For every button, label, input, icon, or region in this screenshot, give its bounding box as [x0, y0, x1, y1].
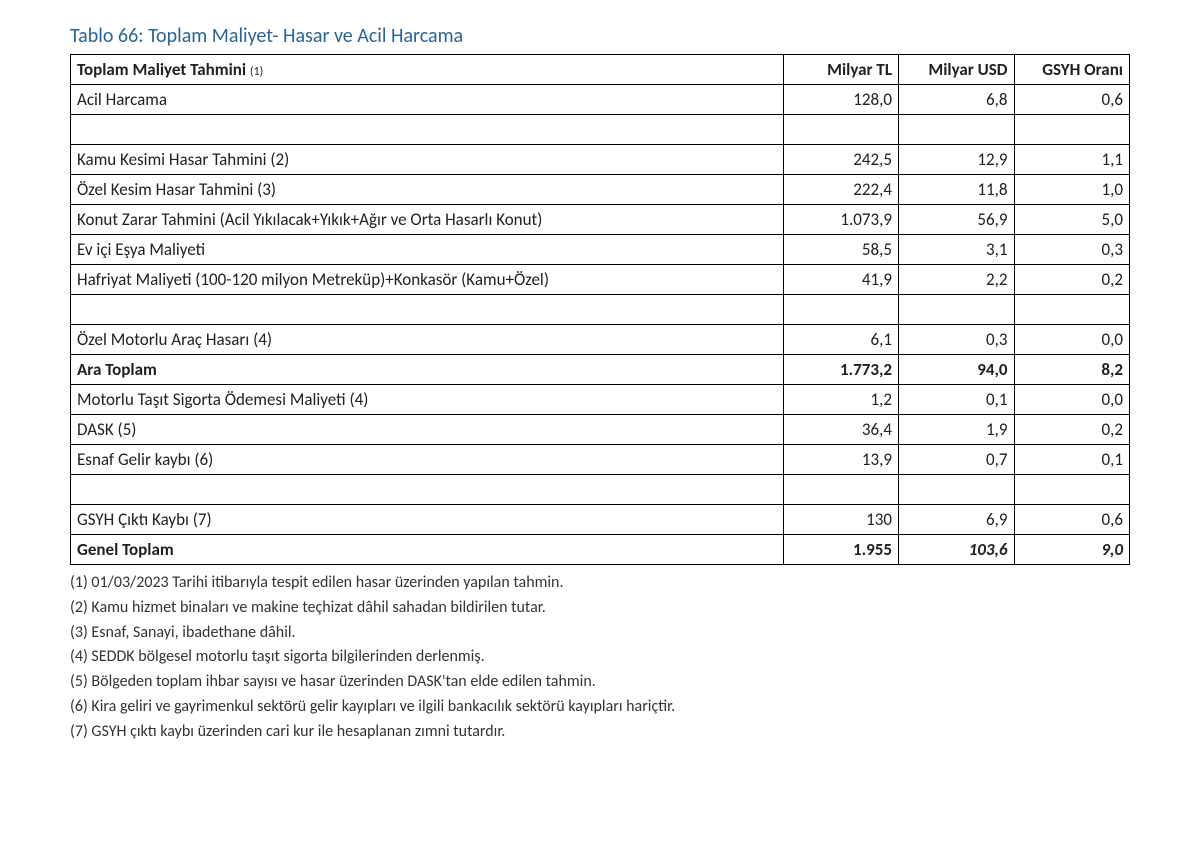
- footnote-3: (3) Esnaf, Sanayi, ibadethane dâhil.: [70, 621, 1130, 646]
- row-gsyh: 0,1: [1014, 445, 1130, 475]
- col-header-gsyh: GSYH Oranı: [1014, 55, 1130, 85]
- row-label: Ev içi Eşya Maliyeti: [71, 235, 784, 265]
- table-row: Motorlu Taşıt Sigorta Ödemesi Maliyeti (…: [71, 385, 1130, 415]
- row-label: Acil Harcama: [71, 85, 784, 115]
- table-row-empty: [71, 475, 1130, 505]
- row-tl: 242,5: [783, 145, 898, 175]
- row-usd: 6,8: [899, 85, 1014, 115]
- row-tl: 1.773,2: [783, 355, 898, 385]
- row-usd: 103,6: [899, 535, 1014, 565]
- row-tl: 1.073,9: [783, 205, 898, 235]
- table-row: Ev içi Eşya Maliyeti 58,5 3,1 0,3: [71, 235, 1130, 265]
- footnote-6: (6) Kira geliri ve gayrimenkul sektörü g…: [70, 695, 1130, 720]
- row-gsyh: 0,2: [1014, 265, 1130, 295]
- row-label: Özel Motorlu Araç Hasarı (4): [71, 325, 784, 355]
- row-gsyh: 5,0: [1014, 205, 1130, 235]
- table-header-row: Toplam Maliyet Tahmini (1) Milyar TL Mil…: [71, 55, 1130, 85]
- row-tl: 1,2: [783, 385, 898, 415]
- row-usd: 12,9: [899, 145, 1014, 175]
- row-gsyh: 8,2: [1014, 355, 1130, 385]
- row-gsyh: 0,6: [1014, 85, 1130, 115]
- row-tl: 36,4: [783, 415, 898, 445]
- table-row: Özel Motorlu Araç Hasarı (4) 6,1 0,3 0,0: [71, 325, 1130, 355]
- table-row: Konut Zarar Tahmini (Acil Yıkılacak+Yıkı…: [71, 205, 1130, 235]
- col0-text: Toplam Maliyet Tahmini: [77, 59, 250, 80]
- table-row: DASK (5) 36,4 1,9 0,2: [71, 415, 1130, 445]
- cost-table: Toplam Maliyet Tahmini (1) Milyar TL Mil…: [70, 54, 1130, 565]
- col-header-label: Toplam Maliyet Tahmini (1): [71, 55, 784, 85]
- footnote-2: (2) Kamu hizmet binaları ve makine teçhi…: [70, 596, 1130, 621]
- footnote-4: (4) SEDDK bölgesel motorlu taşıt sigorta…: [70, 645, 1130, 670]
- row-label: Hafriyat Maliyeti (100-120 milyon Metrek…: [71, 265, 784, 295]
- row-usd: [899, 115, 1014, 145]
- row-usd: 1,9: [899, 415, 1014, 445]
- row-label: [71, 295, 784, 325]
- table-row: Acil Harcama 128,0 6,8 0,6: [71, 85, 1130, 115]
- table-row: Özel Kesim Hasar Tahmini (3) 222,4 11,8 …: [71, 175, 1130, 205]
- row-tl: 6,1: [783, 325, 898, 355]
- row-usd: 0,3: [899, 325, 1014, 355]
- row-gsyh: 0,6: [1014, 505, 1130, 535]
- row-gsyh: 0,3: [1014, 235, 1130, 265]
- row-tl: 41,9: [783, 265, 898, 295]
- row-tl: 13,9: [783, 445, 898, 475]
- row-label: Ara Toplam: [71, 355, 784, 385]
- col0-note: (1): [250, 65, 263, 79]
- row-gsyh: 9,0: [1014, 535, 1130, 565]
- row-gsyh: 1,1: [1014, 145, 1130, 175]
- row-tl: 222,4: [783, 175, 898, 205]
- table-row: GSYH Çıktı Kaybı (7) 130 6,9 0,6: [71, 505, 1130, 535]
- row-tl: 130: [783, 505, 898, 535]
- footnote-5: (5) Bölgeden toplam ihbar sayısı ve hasa…: [70, 670, 1130, 695]
- footnote-7: (7) GSYH çıktı kaybı üzerinden cari kur …: [70, 720, 1130, 745]
- row-tl: 1.955: [783, 535, 898, 565]
- row-tl: [783, 295, 898, 325]
- table-row-grandtotal: Genel Toplam 1.955 103,6 9,0: [71, 535, 1130, 565]
- col-header-tl: Milyar TL: [783, 55, 898, 85]
- row-tl: 128,0: [783, 85, 898, 115]
- row-label: Kamu Kesimi Hasar Tahmini (2): [71, 145, 784, 175]
- row-gsyh: 0,0: [1014, 325, 1130, 355]
- table-row-empty: [71, 115, 1130, 145]
- row-usd: 0,7: [899, 445, 1014, 475]
- row-tl: [783, 475, 898, 505]
- row-label: Genel Toplam: [71, 535, 784, 565]
- col-header-usd: Milyar USD: [899, 55, 1014, 85]
- row-tl: 58,5: [783, 235, 898, 265]
- row-label: [71, 115, 784, 145]
- row-usd: 94,0: [899, 355, 1014, 385]
- row-label: Esnaf Gelir kaybı (6): [71, 445, 784, 475]
- row-gsyh: [1014, 115, 1130, 145]
- table-row-empty: [71, 295, 1130, 325]
- row-usd: [899, 295, 1014, 325]
- row-label: Konut Zarar Tahmini (Acil Yıkılacak+Yıkı…: [71, 205, 784, 235]
- row-label: DASK (5): [71, 415, 784, 445]
- footnote-1: (1) 01/03/2023 Tarihi itibarıyla tespit …: [70, 571, 1130, 596]
- table-row-subtotal: Ara Toplam 1.773,2 94,0 8,2: [71, 355, 1130, 385]
- table-title: Tablo 66: Toplam Maliyet- Hasar ve Acil …: [70, 24, 1130, 48]
- row-gsyh: 0,2: [1014, 415, 1130, 445]
- table-row: Hafriyat Maliyeti (100-120 milyon Metrek…: [71, 265, 1130, 295]
- row-label: GSYH Çıktı Kaybı (7): [71, 505, 784, 535]
- footnotes: (1) 01/03/2023 Tarihi itibarıyla tespit …: [70, 571, 1130, 745]
- row-label: Motorlu Taşıt Sigorta Ödemesi Maliyeti (…: [71, 385, 784, 415]
- row-usd: [899, 475, 1014, 505]
- table-row: Esnaf Gelir kaybı (6) 13,9 0,7 0,1: [71, 445, 1130, 475]
- row-label: [71, 475, 784, 505]
- row-gsyh: 0,0: [1014, 385, 1130, 415]
- row-usd: 0,1: [899, 385, 1014, 415]
- row-label: Özel Kesim Hasar Tahmini (3): [71, 175, 784, 205]
- row-usd: 2,2: [899, 265, 1014, 295]
- row-usd: 11,8: [899, 175, 1014, 205]
- row-usd: 6,9: [899, 505, 1014, 535]
- row-usd: 3,1: [899, 235, 1014, 265]
- row-tl: [783, 115, 898, 145]
- row-usd: 56,9: [899, 205, 1014, 235]
- table-row: Kamu Kesimi Hasar Tahmini (2) 242,5 12,9…: [71, 145, 1130, 175]
- row-gsyh: 1,0: [1014, 175, 1130, 205]
- row-gsyh: [1014, 475, 1130, 505]
- row-gsyh: [1014, 295, 1130, 325]
